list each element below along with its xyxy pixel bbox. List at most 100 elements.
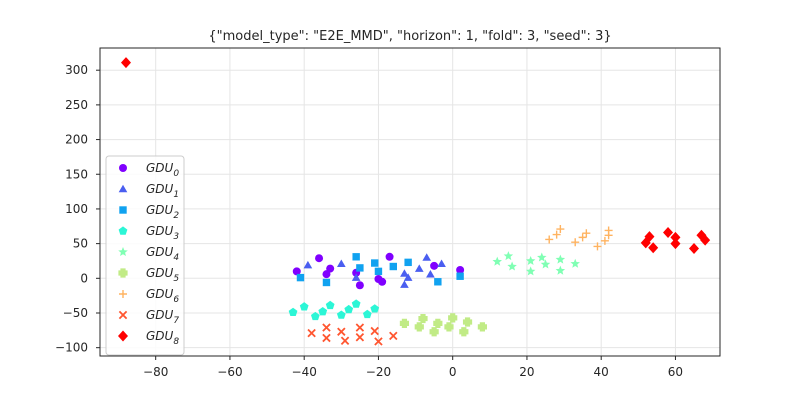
data-point xyxy=(670,231,681,243)
x-tick-label: 0 xyxy=(449,365,457,379)
data-point xyxy=(426,269,435,278)
data-point xyxy=(336,310,346,319)
legend-label: GDU5 xyxy=(146,266,179,284)
y-tick-label: 250 xyxy=(65,98,88,112)
data-point xyxy=(552,230,561,239)
data-point xyxy=(400,269,409,277)
data-point xyxy=(385,252,394,261)
legend-label: GDU6 xyxy=(146,287,179,305)
data-point xyxy=(288,307,298,317)
data-point xyxy=(571,238,580,247)
data-point xyxy=(448,313,458,323)
data-point xyxy=(537,252,547,262)
data-point xyxy=(648,242,659,254)
data-point xyxy=(307,328,316,338)
data-point xyxy=(303,260,313,269)
data-point xyxy=(578,233,587,242)
data-point xyxy=(503,251,514,261)
legend: GDU0 GDU1 GDU2 GDU3 GDU4 GDU5 GDU6 GDU7 GDU8 xyxy=(105,155,185,356)
data-point xyxy=(292,267,301,276)
data-point xyxy=(310,311,320,321)
data-point xyxy=(444,322,454,332)
legend-label: GDU7 xyxy=(146,308,179,326)
y-tick-label: 300 xyxy=(65,63,88,77)
data-point xyxy=(414,264,424,272)
series-gdu5 xyxy=(399,313,487,337)
data-point xyxy=(414,322,424,332)
data-point xyxy=(374,275,383,283)
data-point xyxy=(374,337,383,346)
x-tick-label: −40 xyxy=(292,365,317,379)
data-point xyxy=(351,273,361,281)
data-point xyxy=(570,258,580,268)
y-tick-label: 200 xyxy=(65,133,88,147)
data-point xyxy=(663,227,674,239)
legend-marker xyxy=(118,247,128,257)
data-point xyxy=(433,318,443,328)
data-point xyxy=(340,336,350,345)
y-tick-label: 50 xyxy=(73,237,88,251)
data-point xyxy=(370,304,380,313)
data-point xyxy=(344,304,354,314)
data-point xyxy=(403,273,413,281)
data-point xyxy=(545,235,554,244)
legend-box xyxy=(105,155,185,356)
data-point xyxy=(400,280,409,288)
data-point xyxy=(120,57,131,69)
data-point xyxy=(429,327,439,337)
data-point xyxy=(355,323,365,332)
data-point xyxy=(399,318,410,328)
chart-title: {"model_type": "E2E_MMD", "horizon": 1, … xyxy=(208,29,611,44)
data-point xyxy=(389,262,397,271)
data-point xyxy=(355,333,365,342)
series-gdu1 xyxy=(303,253,446,288)
legend-label: GDU0 xyxy=(146,161,179,179)
data-point xyxy=(322,333,331,343)
data-point xyxy=(593,242,602,251)
legend-label: GDU1 xyxy=(146,182,179,200)
data-point xyxy=(540,259,551,269)
data-point xyxy=(370,326,379,336)
data-point xyxy=(418,313,428,324)
data-point xyxy=(689,242,700,254)
data-point xyxy=(299,302,309,311)
legend-marker xyxy=(119,290,127,298)
data-point xyxy=(325,300,335,310)
x-tick-label: −60 xyxy=(217,365,242,379)
series-gdu2 xyxy=(296,253,464,287)
data-point xyxy=(322,323,331,332)
series-gdu4 xyxy=(492,251,580,276)
series-gdu7 xyxy=(307,323,398,346)
legend-label: GDU8 xyxy=(146,329,179,347)
plot-frame xyxy=(99,47,721,357)
y-tick-label: 0 xyxy=(80,271,88,285)
data-point xyxy=(352,253,360,261)
data-point xyxy=(459,327,469,337)
legend-marker xyxy=(118,184,128,193)
legend-marker xyxy=(119,164,127,172)
legend-label: GDU4 xyxy=(146,245,179,263)
data-point xyxy=(644,231,655,243)
x-tick-label: −80 xyxy=(143,365,168,379)
legend-label: GDU2 xyxy=(146,203,179,221)
y-tick-label: 150 xyxy=(65,167,88,181)
data-point xyxy=(700,234,711,246)
data-point xyxy=(355,281,364,290)
data-point xyxy=(430,261,439,270)
data-point xyxy=(477,322,487,332)
legend-marker xyxy=(119,206,127,214)
data-point xyxy=(525,266,536,276)
data-point xyxy=(351,299,361,308)
legend-marker xyxy=(118,226,128,235)
data-point xyxy=(337,327,346,336)
series-gdu8 xyxy=(120,57,711,254)
data-point xyxy=(556,225,565,234)
data-point xyxy=(462,317,473,327)
data-point xyxy=(507,261,517,271)
data-point xyxy=(555,265,566,275)
data-point xyxy=(555,254,566,264)
y-tick-label: 100 xyxy=(65,202,88,216)
data-point xyxy=(389,331,398,341)
series-gdu3 xyxy=(288,299,380,321)
data-point xyxy=(604,231,613,240)
